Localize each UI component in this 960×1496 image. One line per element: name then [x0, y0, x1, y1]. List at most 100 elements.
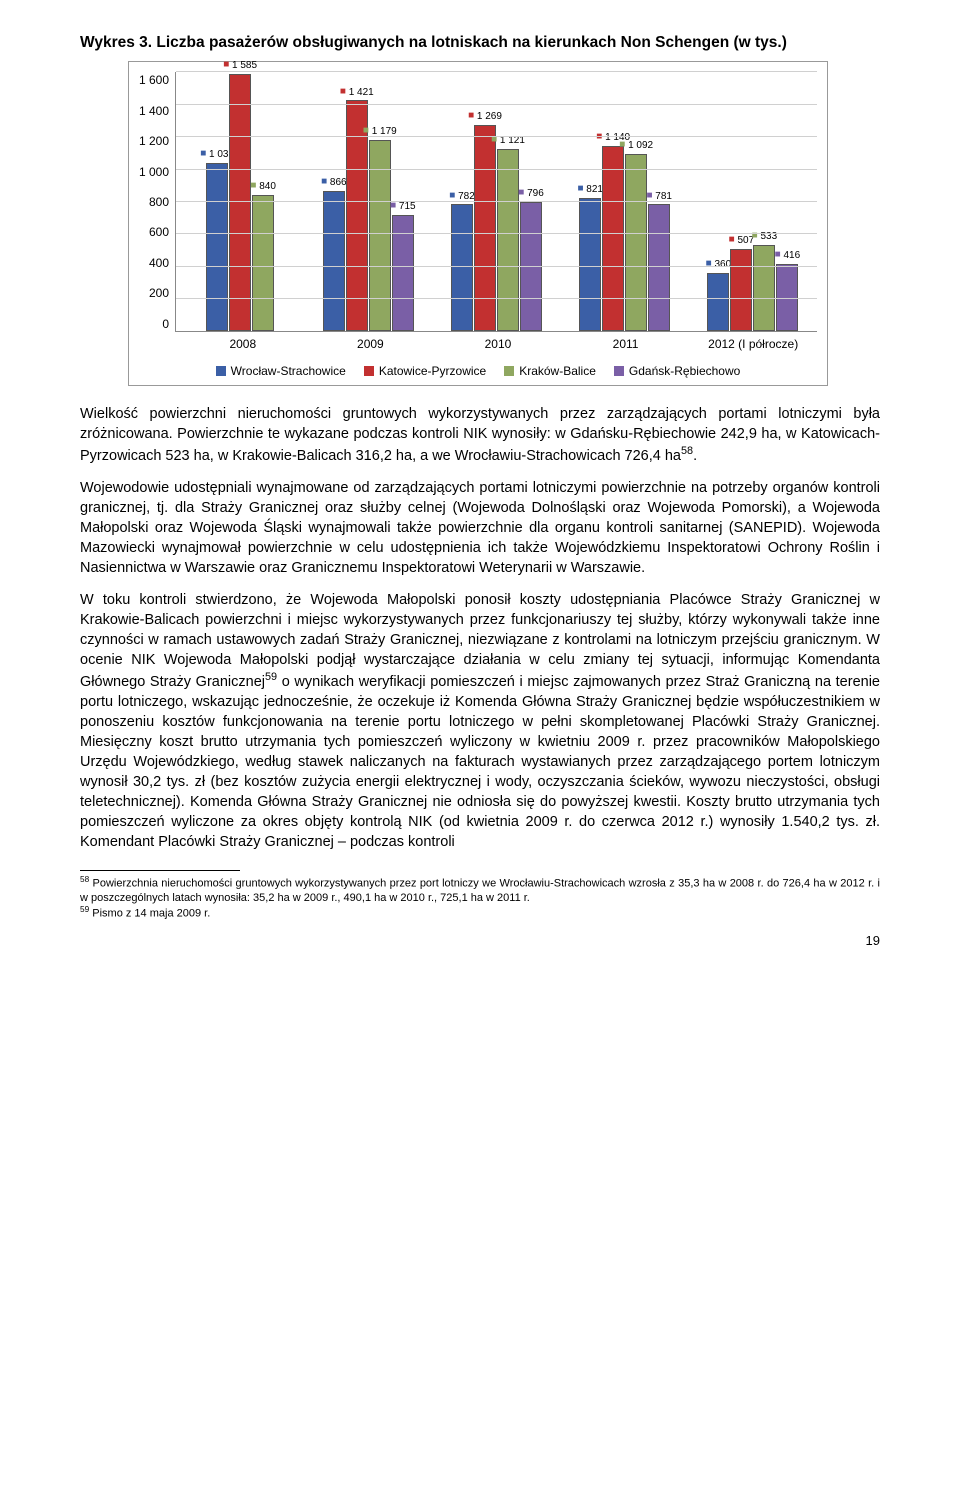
legend-item: Katowice-Pyrzowice [364, 363, 486, 380]
bar-wrap: ■ 533 [753, 230, 775, 331]
bar [520, 202, 542, 331]
footnote-58: 58 Powierzchnia nieruchomości gruntowych… [80, 875, 880, 905]
legend-item: Gdańsk-Rębiechowo [614, 363, 740, 380]
p1-text: Wielkość powierzchni nieruchomości grunt… [80, 406, 880, 464]
y-axis: 1 600 1 400 1 200 1 000 800 600 400 200 0 [139, 72, 175, 332]
bar-wrap: ■ 416 [776, 249, 798, 331]
bar-wrap: ■ 821 [579, 183, 601, 331]
bar-group: ■ 821■ 1 140■ 1 092 ■ 781 [561, 131, 689, 331]
bar [730, 249, 752, 331]
chart-container: 1 600 1 400 1 200 1 000 800 600 400 200 0 ■ 1 03… [128, 61, 828, 386]
bar [497, 149, 519, 331]
footnote-num-59: 59 [80, 905, 89, 914]
bar-wrap: ■ 1 179 [369, 125, 391, 331]
paragraph-3: W toku kontroli stwierdzono, że Wojewoda… [80, 590, 880, 852]
bar-group: ■ 360■ 507■ 533 ■ 416 [689, 230, 817, 331]
chart-title: Wykres 3. Liczba pasażerów obsługiwanych… [80, 32, 880, 53]
paragraph-1: Wielkość powierzchni nieruchomości grunt… [80, 404, 880, 466]
chart-groups: ■ 1 037■ 1 585■ 840■ 866■ 1 421■ 1 179■ … [176, 72, 817, 331]
legend-label: Kraków-Balice [519, 363, 596, 380]
gridline [176, 71, 817, 72]
bar [252, 195, 274, 332]
footnote-ref-58: 58 [681, 445, 693, 457]
bar [451, 204, 473, 331]
bar-value-label: ■ 507 [729, 234, 755, 248]
bar [648, 204, 670, 331]
gridline [176, 104, 817, 105]
bar-group: ■ 866■ 1 421■ 1 179■ 715 [304, 86, 432, 332]
bar-wrap: ■ 781 [648, 190, 670, 332]
footnote-59: 59 Pismo z 14 maja 2009 r. [80, 905, 880, 921]
legend-swatch [504, 366, 514, 376]
gridline [176, 233, 817, 234]
bar-wrap: ■ 866 [323, 176, 345, 332]
gridline [176, 298, 817, 299]
y-tick: 1 000 [139, 164, 169, 181]
paragraph-2: Wojewodowie udostępniali wynajmowane od … [80, 478, 880, 578]
y-tick: 0 [162, 316, 169, 333]
bar-value-label: ■ 1 421 [340, 86, 374, 100]
footnote-58-text: Powierzchnia nieruchomości gruntowych wy… [80, 878, 880, 904]
y-tick: 1 400 [139, 103, 169, 120]
y-tick: 1 600 [139, 72, 169, 89]
bar [474, 125, 496, 331]
legend-swatch [364, 366, 374, 376]
bar [707, 273, 729, 332]
bar [602, 146, 624, 331]
y-tick: 1 200 [139, 133, 169, 150]
gridline [176, 169, 817, 170]
x-tick: 2012 (I półrocze) [689, 336, 817, 353]
y-tick: 800 [149, 194, 169, 211]
x-axis: 20082009201020112012 (I półrocze) [179, 336, 817, 353]
y-tick: 200 [149, 285, 169, 302]
bar-wrap: ■ 840 [252, 180, 274, 331]
bar-value-label: ■ 866 [321, 176, 347, 190]
chart-legend: Wrocław-Strachowice Katowice-Pyrzowice Kra… [139, 363, 817, 380]
footnote-59-text: Pismo z 14 maja 2009 r. [92, 908, 210, 920]
bar-value-label: ■ 533 [752, 230, 778, 244]
bar-wrap: ■ 1 140 [602, 131, 624, 331]
p3b-text: o wynikach weryfikacji pomieszczeń i mie… [80, 674, 880, 850]
bar [323, 191, 345, 332]
bar-value-label: ■ 1 092 [619, 139, 653, 153]
gridline [176, 136, 817, 137]
legend-item: Kraków-Balice [504, 363, 596, 380]
x-tick: 2008 [179, 336, 307, 353]
bar-value-label: ■ 821 [577, 183, 603, 197]
legend-swatch [614, 366, 624, 376]
gridline [176, 201, 817, 202]
bar [753, 245, 775, 332]
bar-value-label: ■ 840 [250, 180, 276, 194]
footnote-num-58: 58 [80, 875, 89, 884]
legend-label: Gdańsk-Rębiechowo [629, 363, 740, 380]
gridline [176, 266, 817, 267]
legend-label: Katowice-Pyrzowice [379, 363, 486, 380]
bar-wrap: ■ 507 [730, 234, 752, 331]
bar [206, 163, 228, 332]
chart-plot: ■ 1 037■ 1 585■ 840■ 866■ 1 421■ 1 179■ … [175, 72, 817, 332]
y-tick: 600 [149, 224, 169, 241]
footnote-separator [80, 870, 240, 871]
legend-label: Wrocław-Strachowice [231, 363, 346, 380]
y-tick: 400 [149, 255, 169, 272]
x-tick: 2010 [434, 336, 562, 353]
x-tick: 2011 [562, 336, 690, 353]
bar-wrap: ■ 1 421 [346, 86, 368, 332]
bar [229, 74, 251, 332]
bar [625, 154, 647, 331]
bar-wrap: ■ 796 [520, 187, 542, 331]
legend-item: Wrocław-Strachowice [216, 363, 346, 380]
footnote-ref-59: 59 [265, 671, 277, 683]
bar-wrap: ■ 1 585 [229, 59, 251, 331]
bar-value-label: ■ 796 [518, 187, 544, 201]
bar-wrap: ■ 1 037 [206, 148, 228, 331]
chart-area: 1 600 1 400 1 200 1 000 800 600 400 200 0 ■ 1 03… [139, 72, 817, 332]
bar-wrap: ■ 782 [451, 190, 473, 332]
bar-value-label: ■ 1 269 [468, 110, 502, 124]
p1-tail: . [693, 448, 697, 464]
bar-group: ■ 1 037■ 1 585■ 840 [176, 59, 304, 331]
bar-value-label: ■ 715 [390, 200, 416, 214]
bar-wrap: ■ 360 [707, 258, 729, 331]
legend-swatch [216, 366, 226, 376]
x-tick: 2009 [307, 336, 435, 353]
